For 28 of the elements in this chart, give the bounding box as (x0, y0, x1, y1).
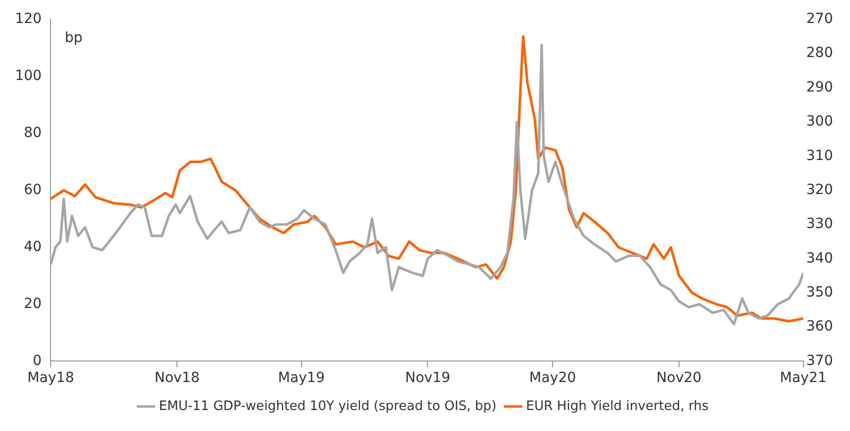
y2-tick-label: 270 (806, 11, 834, 28)
y-tick-label: 120 (14, 11, 42, 28)
y2-tick-label: 300 (806, 114, 834, 130)
y-tick-label: 60 (24, 182, 42, 198)
x-tick-label: May19 (278, 370, 325, 386)
x-tick-label: May18 (27, 370, 74, 386)
y2-tick-label: 330 (806, 216, 834, 232)
y-tick-label: 20 (24, 296, 42, 312)
y-tick-label: 0 (32, 352, 42, 369)
y2-tick-label: 310 (806, 148, 834, 164)
x-tick-label: May21 (780, 370, 827, 386)
y2-tick-label: 290 (806, 79, 834, 96)
y2-tick-label: 340 (806, 250, 834, 266)
x-tick-label: Nov18 (154, 370, 200, 386)
legend-label: EUR High Yield inverted, rhs (526, 398, 709, 414)
y2-tick-label: 280 (806, 45, 834, 62)
y2-tick-label: 360 (806, 318, 834, 335)
x-tick-label: Nov20 (656, 370, 702, 386)
annotation: bp (64, 30, 83, 46)
y-tick-label: 80 (24, 124, 42, 141)
y2-tick-label: 320 (806, 182, 834, 198)
y-tick-label: 100 (14, 68, 42, 84)
x-tick-label: May20 (529, 370, 576, 386)
y2-tick-label: 370 (806, 352, 834, 369)
y2-tick-label: 350 (806, 284, 834, 300)
y-tick-label: 40 (24, 238, 42, 255)
legend-label: EMU-11 GDP-weighted 10Y yield (spread to OIS, bp) (158, 398, 497, 414)
x-tick-label: Nov19 (405, 370, 450, 386)
